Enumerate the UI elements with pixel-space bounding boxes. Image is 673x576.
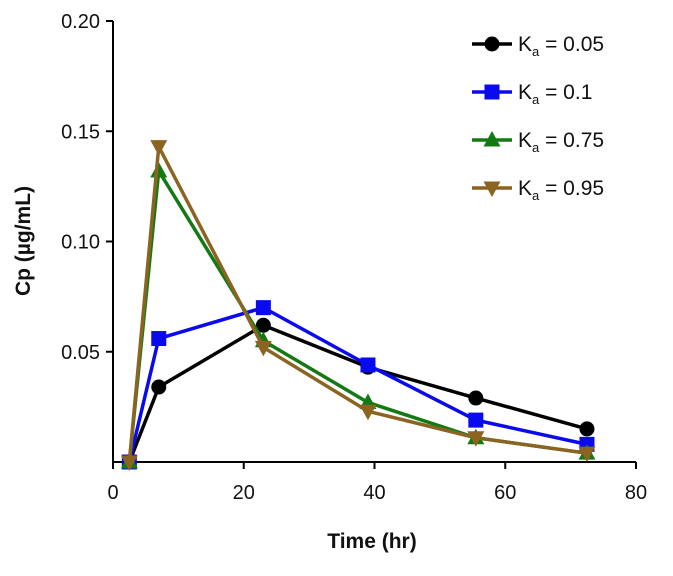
legend-marker — [484, 36, 500, 52]
series-line — [127, 323, 588, 463]
data-point — [578, 446, 596, 463]
y-tick-label: 0.05 — [61, 342, 100, 364]
legend-label: Ka = 0.75 — [518, 129, 604, 155]
y-tick-label: 0.20 — [61, 11, 100, 33]
legend-label: Ka = 0.1 — [518, 81, 592, 107]
x-tick-label: 60 — [494, 482, 516, 504]
series-4 — [120, 140, 596, 471]
x-tick-label: 20 — [233, 482, 255, 504]
data-point — [468, 412, 484, 428]
y-axis-title: Cp (µg/mL) — [12, 186, 35, 296]
data-point — [150, 140, 168, 156]
x-tick-label: 0 — [107, 482, 118, 504]
series-line — [127, 305, 588, 463]
data-point — [579, 421, 595, 437]
legend-marker — [483, 181, 501, 197]
series-line — [127, 144, 588, 463]
legend-item: Ka = 0.05 — [472, 33, 604, 59]
data-point — [359, 404, 377, 421]
axes: 0 20 40 60 80 0.05 0.10 0.15 0.20 — [61, 11, 647, 504]
data-point — [120, 455, 138, 471]
x-tick-label: 80 — [625, 482, 647, 504]
data-point — [151, 331, 167, 347]
data-point — [254, 340, 272, 357]
data-point — [468, 390, 484, 406]
legend: Ka = 0.05 Ka = 0.1 Ka = 0.75 Ka = 0.95 — [472, 33, 604, 203]
legend-marker — [484, 84, 500, 100]
series-line — [127, 169, 588, 463]
data-point — [151, 379, 167, 395]
legend-item: Ka = 0.75 — [472, 129, 604, 155]
legend-marker — [483, 131, 501, 147]
data-point — [360, 357, 376, 373]
y-tick-label: 0.10 — [61, 232, 100, 254]
x-tick-label: 40 — [363, 482, 385, 504]
legend-item: Ka = 0.1 — [472, 81, 592, 107]
data-point — [255, 300, 271, 316]
legend-item: Ka = 0.95 — [472, 177, 604, 203]
series-lines — [120, 140, 596, 471]
legend-label: Ka = 0.05 — [518, 33, 604, 59]
x-axis-title: Time (hr) — [327, 530, 416, 553]
series-1 — [121, 317, 595, 470]
y-tick-label: 0.15 — [61, 121, 100, 143]
legend-label: Ka = 0.95 — [518, 177, 604, 203]
data-point — [255, 317, 271, 333]
data-point — [467, 431, 485, 447]
